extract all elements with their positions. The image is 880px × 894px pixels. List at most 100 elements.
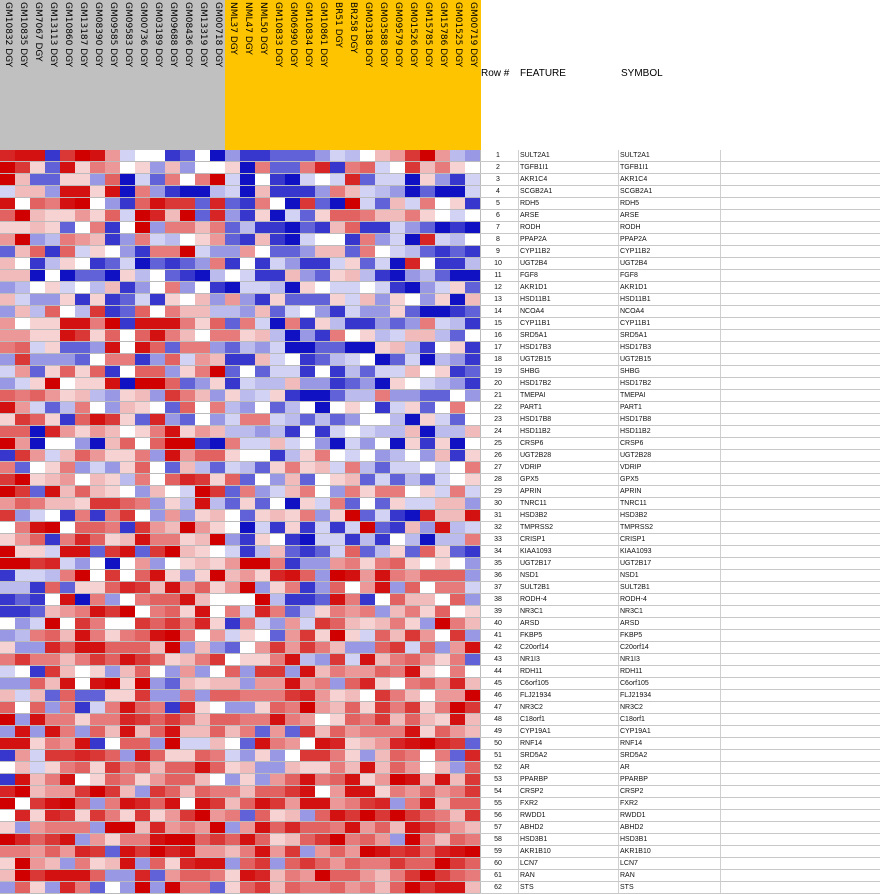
heatmap-cell [135, 594, 151, 606]
heatmap-cell [360, 594, 376, 606]
heatmap-cell [405, 702, 421, 714]
heatmap-cell [390, 666, 406, 678]
heatmap-cell [90, 642, 106, 654]
heatmap-cell [330, 642, 346, 654]
heatmap-cell [0, 774, 16, 786]
heatmap-cell [255, 606, 271, 618]
heatmap-cell [420, 486, 436, 498]
heatmap-cell [195, 774, 211, 786]
heatmap-cell [15, 342, 31, 354]
table-divider [618, 822, 619, 833]
heatmap-cell [60, 738, 76, 750]
symbol-cell: AR [620, 764, 630, 771]
heatmap-cell [135, 270, 151, 282]
heatmap-cell [150, 606, 166, 618]
row-number: 21 [494, 392, 502, 399]
table-divider [618, 654, 619, 665]
heatmap-cell [240, 246, 256, 258]
heatmap-cell [465, 234, 481, 246]
feature-cell: PPARBP [520, 776, 548, 783]
heatmap-cell [150, 642, 166, 654]
heatmap-cell [45, 618, 61, 630]
heatmap-cell [165, 342, 181, 354]
heatmap-cell [390, 318, 406, 330]
heatmap-cell [165, 630, 181, 642]
heatmap-cell [90, 486, 106, 498]
heatmap-cell [150, 186, 166, 198]
heatmap-cell [60, 486, 76, 498]
heatmap-cell [45, 378, 61, 390]
row-number: 47 [494, 704, 502, 711]
table-row: 31 HSD3B2 HSD3B2 [480, 510, 880, 522]
heatmap-cell [210, 510, 226, 522]
heatmap-cell [405, 786, 421, 798]
heatmap-cell [330, 606, 346, 618]
heatmap-cell [270, 558, 286, 570]
heatmap-cell [255, 738, 271, 750]
heatmap-cell [105, 366, 121, 378]
heatmap-cell [180, 714, 196, 726]
heatmap-cell [60, 210, 76, 222]
heatmap-cell [135, 198, 151, 210]
heatmap-cell [465, 522, 481, 534]
heatmap-cell [330, 270, 346, 282]
heatmap-cell [180, 786, 196, 798]
heatmap-cell [180, 318, 196, 330]
heatmap-cell [360, 618, 376, 630]
heatmap-cell [135, 354, 151, 366]
heatmap-cell [210, 630, 226, 642]
heatmap-cell [60, 282, 76, 294]
heatmap-cell [300, 882, 316, 894]
heatmap-cell [435, 162, 451, 174]
heatmap-cell [60, 750, 76, 762]
heatmap-cell [210, 606, 226, 618]
symbol-cell: NR3C1 [620, 608, 643, 615]
table-divider [720, 582, 721, 593]
heatmap-cell [0, 762, 16, 774]
table-divider [518, 318, 519, 329]
heatmap-cell [90, 546, 106, 558]
heatmap-cell [300, 630, 316, 642]
heatmap-cell [450, 402, 466, 414]
heatmap-cell [360, 666, 376, 678]
heatmap-cell [465, 870, 481, 882]
heatmap-cell [15, 366, 31, 378]
heatmap-cell [150, 438, 166, 450]
heatmap-cell [30, 330, 46, 342]
column-label: GM10860 DGY [63, 2, 73, 68]
heatmap-cell [0, 654, 16, 666]
heatmap-cell [0, 618, 16, 630]
heatmap-cell [45, 426, 61, 438]
heatmap-cell [300, 726, 316, 738]
heatmap-cell [360, 150, 376, 162]
heatmap-cell [345, 534, 361, 546]
heatmap-cell [15, 318, 31, 330]
heatmap-cell [375, 210, 391, 222]
heatmap-cell [195, 426, 211, 438]
table-row: 58 HSD3B1 HSD3B1 [480, 834, 880, 846]
table-divider [618, 246, 619, 257]
heatmap-cell [255, 654, 271, 666]
heatmap-cell [390, 378, 406, 390]
heatmap-cell [285, 606, 301, 618]
heatmap-cell [225, 654, 241, 666]
heatmap-cell [15, 198, 31, 210]
heatmap-cell [45, 186, 61, 198]
heatmap-cell [360, 774, 376, 786]
heatmap-cell [435, 210, 451, 222]
heatmap-cell [375, 438, 391, 450]
heatmap-cell [465, 474, 481, 486]
heatmap-cell [465, 810, 481, 822]
heatmap-cell [45, 558, 61, 570]
heatmap-cell [150, 258, 166, 270]
heatmap-cell [120, 714, 136, 726]
heatmap-cell [75, 414, 91, 426]
heatmap-cell [105, 882, 121, 894]
heatmap-cell [255, 558, 271, 570]
table-divider [518, 750, 519, 761]
table-divider [518, 510, 519, 521]
heatmap-cell [120, 594, 136, 606]
row-number: 41 [494, 632, 502, 639]
heatmap-cell [465, 594, 481, 606]
heatmap-cell [180, 270, 196, 282]
